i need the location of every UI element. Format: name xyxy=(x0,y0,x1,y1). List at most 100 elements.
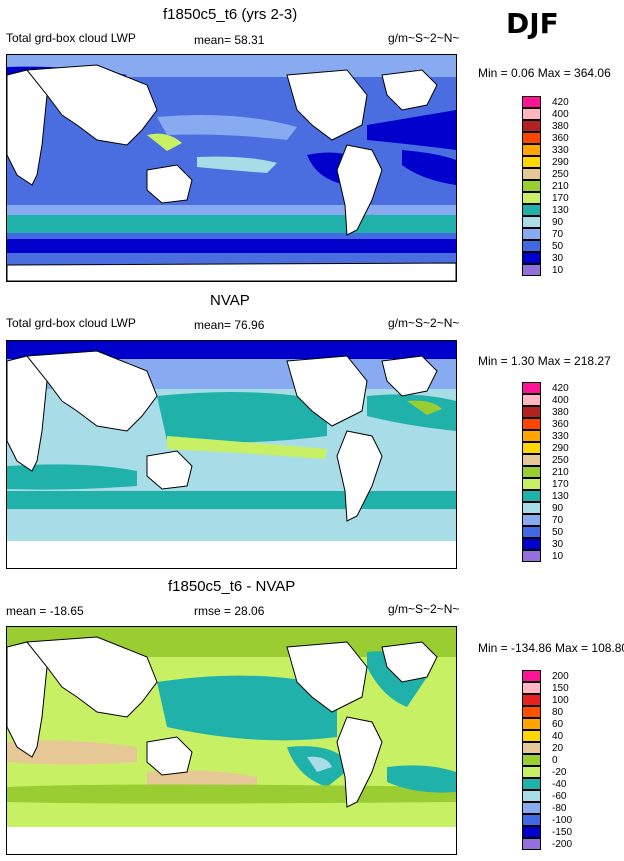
colorbar-swatch xyxy=(522,430,541,442)
colorbar-level-label: 360 xyxy=(552,133,569,144)
colorbar-swatch xyxy=(522,814,541,826)
map-field xyxy=(7,627,456,854)
colorbar-level-label: 380 xyxy=(552,407,569,418)
colorbar-level-label: 80 xyxy=(552,707,564,718)
colorbar-swatch xyxy=(522,192,541,204)
colorbar-level-label: 30 xyxy=(552,539,564,550)
colorbar-level-label: 330 xyxy=(552,431,569,442)
colorbar-swatch xyxy=(522,156,541,168)
colorbar-swatch xyxy=(522,466,541,478)
colorbar-level-label: -80 xyxy=(552,803,567,814)
colorbar-swatch xyxy=(522,754,541,766)
colorbar-swatch xyxy=(522,180,541,192)
colorbar-swatch xyxy=(522,706,541,718)
colorbar-level-label: 250 xyxy=(552,169,569,180)
panel-title: NVAP xyxy=(210,292,250,309)
colorbar-level-label: -100 xyxy=(552,815,573,826)
colorbar-level-label: -40 xyxy=(552,779,567,790)
colorbar-level-label: 70 xyxy=(552,515,564,526)
min-max-label: Min = -134.86 Max = 108.80 xyxy=(478,641,624,655)
colorbar-level-label: 380 xyxy=(552,121,569,132)
colorbar-swatch xyxy=(522,682,541,694)
colorbar-swatch xyxy=(522,538,541,550)
colorbar-level-label: 100 xyxy=(552,695,569,706)
colorbar-level-label: 0 xyxy=(552,755,558,766)
colorbar-swatch xyxy=(522,550,541,562)
colorbar-swatch xyxy=(522,108,541,120)
colorbar-level-label: 50 xyxy=(552,527,564,538)
colorbar-level-label: 420 xyxy=(552,383,569,394)
map-plot xyxy=(6,340,457,569)
mean-label: mean= 58.31 xyxy=(194,33,265,47)
colorbar-swatch xyxy=(522,442,541,454)
colorbar-level-label: 420 xyxy=(552,97,569,108)
colorbar-swatch xyxy=(522,790,541,802)
variable-label: Total grd-box cloud LWP xyxy=(6,316,136,330)
map-plot xyxy=(6,54,457,282)
colorbar-swatch xyxy=(522,694,541,706)
rmse-label: rmse = 28.06 xyxy=(194,604,265,618)
colorbar-level-label: 290 xyxy=(552,443,569,454)
colorbar-swatch xyxy=(522,216,541,228)
colorbar-swatch xyxy=(522,526,541,538)
colorbar-swatch xyxy=(522,144,541,156)
colorbar-swatch xyxy=(522,240,541,252)
colorbar-level-label: 360 xyxy=(552,419,569,430)
colorbar-swatch xyxy=(522,120,541,132)
colorbar-level-label: 70 xyxy=(552,229,564,240)
colorbar-level-label: 400 xyxy=(552,109,569,120)
colorbar-level-label: -200 xyxy=(552,839,573,850)
units-label: g/m~S~2~N~ xyxy=(388,602,460,616)
panel-title: f1850c5_t6 (yrs 2-3) xyxy=(163,6,298,23)
colorbar-swatch xyxy=(522,766,541,778)
colorbar-level-label: -150 xyxy=(552,827,573,838)
variable-label: Total grd-box cloud LWP xyxy=(6,31,136,45)
colorbar-swatch xyxy=(522,670,541,682)
colorbar-level-label: 20 xyxy=(552,743,564,754)
colorbar-level-label: 170 xyxy=(552,479,569,490)
colorbar-swatch xyxy=(522,264,541,276)
colorbar-swatch xyxy=(522,778,541,790)
colorbar-swatch xyxy=(522,502,541,514)
map-field xyxy=(7,341,456,568)
colorbar-swatch xyxy=(522,826,541,838)
colorbar-level-label: 200 xyxy=(552,671,569,682)
colorbar-level-label: 90 xyxy=(552,217,564,228)
colorbar-swatch xyxy=(522,742,541,754)
mean-label: mean= 76.96 xyxy=(194,318,265,332)
colorbar-level-label: 330 xyxy=(552,145,569,156)
colorbar-level-label: 90 xyxy=(552,503,564,514)
colorbar-level-label: 130 xyxy=(552,491,569,502)
min-max-label: Min = 0.06 Max = 364.06 xyxy=(478,66,611,80)
colorbar-swatch xyxy=(522,838,541,850)
colorbar-level-label: -60 xyxy=(552,791,567,802)
colorbar-level-label: 210 xyxy=(552,181,569,192)
colorbar-swatch xyxy=(522,228,541,240)
colorbar-swatch xyxy=(522,718,541,730)
colorbar-swatch xyxy=(522,730,541,742)
colorbar-level-label: 10 xyxy=(552,265,564,276)
colorbar-level-label: 210 xyxy=(552,467,569,478)
panel-title: f1850c5_t6 - NVAP xyxy=(168,578,296,595)
colorbar-swatch xyxy=(522,394,541,406)
colorbar-level-label: 130 xyxy=(552,205,569,216)
colorbar-level-label: 290 xyxy=(552,157,569,168)
colorbar-level-label: 170 xyxy=(552,193,569,204)
colorbar-swatch xyxy=(522,132,541,144)
colorbar-level-label: 400 xyxy=(552,395,569,406)
colorbar-level-label: 40 xyxy=(552,731,564,742)
units-label: g/m~S~2~N~ xyxy=(388,31,460,45)
colorbar-level-label: 30 xyxy=(552,253,564,264)
units-label: g/m~S~2~N~ xyxy=(388,316,460,330)
colorbar-swatch xyxy=(522,168,541,180)
colorbar-level-label: 250 xyxy=(552,455,569,466)
colorbar-level-label: -20 xyxy=(552,767,567,778)
colorbar-level-label: 50 xyxy=(552,241,564,252)
colorbar-level-label: 10 xyxy=(552,551,564,562)
colorbar-swatch xyxy=(522,406,541,418)
mean-label: mean = -18.65 xyxy=(6,604,84,618)
season-label: DJF xyxy=(506,7,559,40)
colorbar-level-label: 60 xyxy=(552,719,564,730)
map-field xyxy=(7,55,456,281)
colorbar-swatch xyxy=(522,382,541,394)
